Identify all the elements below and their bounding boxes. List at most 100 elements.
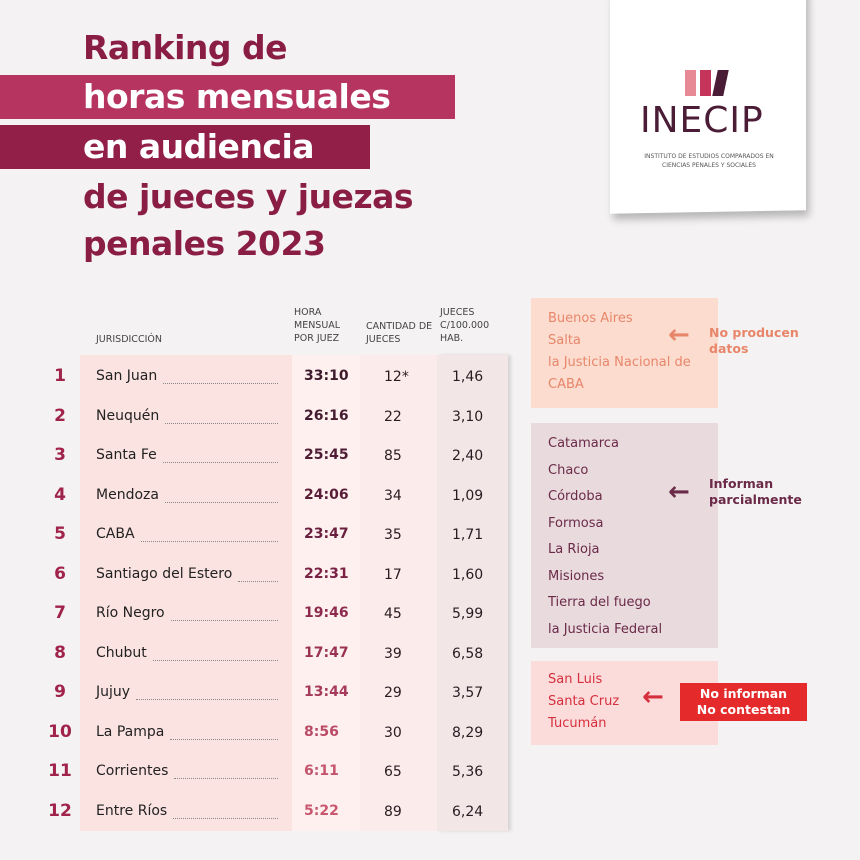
dotted-leader <box>173 817 278 819</box>
jurisdiction-name: Mendoza <box>96 486 159 503</box>
group-label: No informan No contestan <box>680 683 807 721</box>
judges-per-100k: 3,10 <box>452 408 484 425</box>
group-item: San Luis <box>548 672 603 687</box>
hours-value: 5:22 <box>304 802 339 819</box>
group-box-1: Buenos Aires Salta la Justicia Nacional de… <box>531 298 718 408</box>
table-row: 5 CABA 23:47 35 1,71 <box>0 515 860 554</box>
judges-count: 65 <box>384 764 402 780</box>
jurisdiction-name: Santiago del Estero <box>96 565 233 582</box>
judges-per-100k: 1,46 <box>452 369 484 385</box>
judges-per-100k: 6,24 <box>452 803 484 820</box>
table-row: 4 Mendoza 24:06 34 1,09 <box>0 476 860 515</box>
table-row: 12 Entre Ríos 5:22 89 6,24 <box>0 792 860 831</box>
dotted-leader <box>163 462 278 463</box>
group-item: Santa Cruz <box>548 694 620 709</box>
title-line-2: horas mensuales <box>83 77 391 116</box>
judges-count: 29 <box>384 685 402 701</box>
judges-count: 85 <box>384 448 402 464</box>
judges-per-100k: 1,60 <box>452 566 484 583</box>
table-row: 3 Santa Fe 25:45 85 2,40 <box>0 436 860 475</box>
hours-value: 19:46 <box>304 605 349 621</box>
judges-per-100k: 6,58 <box>452 645 484 662</box>
table-row: 10 La Pampa 8:56 30 8,29 <box>0 713 860 752</box>
group-label-line: No contestan <box>696 702 791 717</box>
dotted-leader <box>165 501 278 503</box>
title-highlight-1: horas mensuales <box>0 75 455 119</box>
title-highlight-2: en audiencia <box>0 125 370 169</box>
dotted-leader <box>174 778 278 779</box>
dotted-leader <box>238 580 278 582</box>
hours-value: 17:47 <box>304 644 349 661</box>
dotted-leader <box>141 541 278 542</box>
title-line-5: penales 2023 <box>83 224 326 263</box>
col-bg-hora <box>292 355 360 831</box>
judges-per-100k: 2,40 <box>452 448 484 464</box>
jurisdiction-name: Chubut <box>96 644 147 661</box>
group-label: Informan parcialmente <box>709 476 802 507</box>
judges-count: 89 <box>384 803 402 820</box>
group-item: Tucumán <box>548 716 607 731</box>
judges-per-100k: 8,29 <box>452 724 484 741</box>
judges-count: 34 <box>384 487 402 504</box>
logo-mark-icon <box>685 70 729 96</box>
group-item: la Justicia Federal <box>548 621 663 637</box>
hours-value: 25:45 <box>304 447 349 463</box>
hours-value: 26:16 <box>304 407 349 424</box>
title-line-1: Ranking de <box>83 28 288 67</box>
dotted-leader <box>171 620 278 621</box>
group-item: Buenos Aires <box>548 311 633 326</box>
rank-number: 11 <box>48 761 72 781</box>
jurisdiction-name: CABA <box>96 526 135 542</box>
group-item: Salta <box>548 333 581 348</box>
jurisdiction-name: Santa Fe <box>96 447 157 463</box>
jurisdiction-name: Jujuy <box>96 684 131 700</box>
arrow-left-icon: ← <box>668 477 690 507</box>
table-row: 7 Río Negro 19:46 45 5,99 <box>0 594 860 633</box>
group-label: No producen datos <box>709 325 799 356</box>
judges-per-100k: 1,09 <box>452 487 484 504</box>
group-label-line: No informan <box>699 686 788 701</box>
jurisdiction-name: Corrientes <box>96 763 169 779</box>
group-item: Catamarca <box>548 436 619 451</box>
rank-number: 7 <box>54 603 66 623</box>
hours-value: 6:11 <box>304 763 339 779</box>
jurisdiction-name: San Juan <box>96 368 158 384</box>
col-bg-cantidad <box>360 355 437 831</box>
dotted-leader <box>153 659 278 661</box>
table-row: 1 San Juan 33:10 12* 1,46 <box>0 357 860 396</box>
jurisdiction-name: Río Negro <box>96 605 165 621</box>
table-row: 2 Neuquén 26:16 22 3,10 <box>0 397 860 436</box>
hours-value: 22:31 <box>304 565 349 582</box>
judges-count: 17 <box>384 566 402 583</box>
arrow-left-icon: ← <box>668 320 690 350</box>
dotted-leader <box>165 422 278 424</box>
group-item: Formosa <box>548 515 604 531</box>
title-line-4: de jueces y juezas <box>83 177 414 216</box>
logo-name: INECIP <box>640 100 764 141</box>
dotted-leader <box>136 699 278 700</box>
group-item: la Justicia Nacional de CABA <box>548 355 691 392</box>
title-line-3: en audiencia <box>83 127 315 166</box>
group-item: Córdoba <box>548 489 603 504</box>
judges-per-100k: 1,71 <box>452 527 484 543</box>
rank-number: 9 <box>54 682 66 702</box>
rank-number: 10 <box>48 721 72 742</box>
judges-count: 22 <box>384 408 402 425</box>
judges-count: 12* <box>384 369 409 385</box>
judges-per-100k: 5,99 <box>452 606 484 622</box>
jurisdiction-name: La Pampa <box>96 723 165 740</box>
col-bg-name <box>80 355 292 831</box>
jurisdiction-name: Entre Ríos <box>96 802 168 819</box>
group-item: Tierra del fuego <box>548 595 651 610</box>
table-row: 11 Corrientes 6:11 65 5,36 <box>0 752 860 791</box>
arrow-left-icon: ← <box>642 682 664 712</box>
rank-number: 6 <box>54 563 66 584</box>
col-bg-jueces <box>437 355 508 831</box>
group-item: Misiones <box>548 568 605 584</box>
rank-number: 1 <box>54 366 66 386</box>
hours-value: 24:06 <box>304 486 349 503</box>
hours-value: 8:56 <box>304 723 339 740</box>
judges-count: 45 <box>384 606 402 622</box>
header-hora: HORA MENSUAL POR JUEZ <box>294 307 341 344</box>
table-row: 9 Jujuy 13:44 29 3,57 <box>0 673 860 712</box>
